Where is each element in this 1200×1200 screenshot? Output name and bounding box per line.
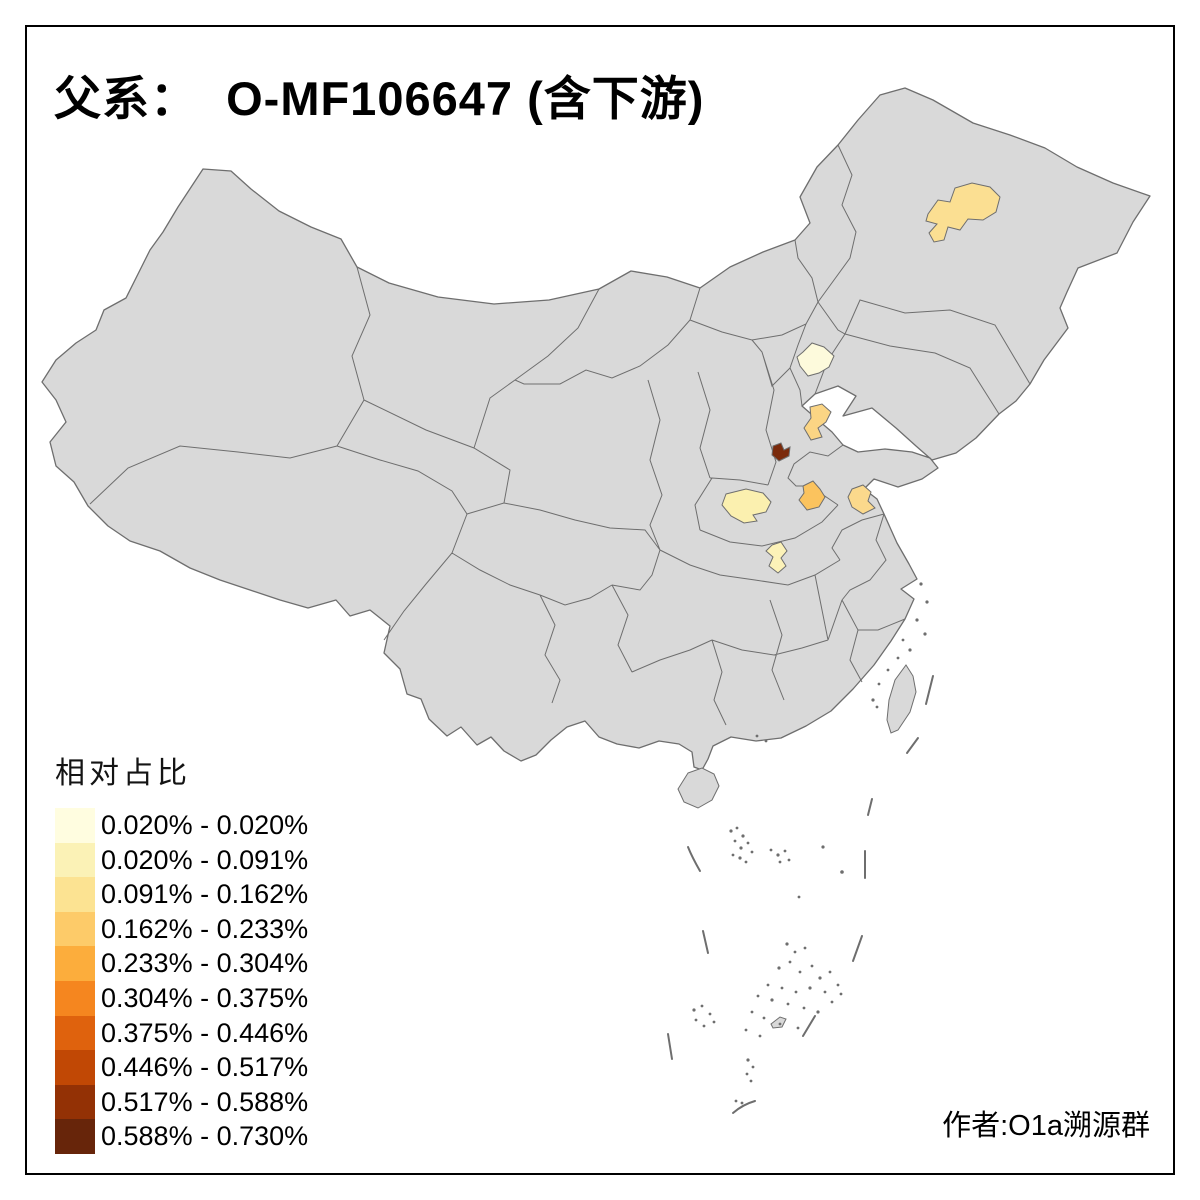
legend-row: 0.375% - 0.446% [55, 1015, 309, 1051]
legend-swatch [55, 1050, 95, 1085]
legend-swatch [55, 1015, 95, 1051]
legend-row: 0.020% - 0.020% [55, 808, 308, 843]
legend-swatch [55, 808, 95, 843]
legend-row: 0.588% - 0.730% [55, 1119, 308, 1154]
region-hebei-south-dark [771, 442, 791, 462]
legend-row: 0.162% - 0.233% [55, 911, 309, 947]
legend-label: 0.588% - 0.730% [101, 1121, 309, 1152]
legend-row: 0.517% - 0.588% [55, 1084, 309, 1120]
legend-label: 0.517% - 0.588% [101, 1086, 309, 1117]
legend-row: 0.233% - 0.304% [55, 946, 308, 981]
legend-swatch [55, 877, 95, 912]
page-title: 父系： O-MF106647 (含下游) [54, 72, 705, 125]
south-china-sea-islet [770, 1016, 787, 1029]
legend-label: 0.446% - 0.517% [101, 1052, 309, 1083]
legend-swatch [55, 911, 95, 947]
legend-title: 相对占比 [55, 757, 191, 790]
region-henan-west [721, 488, 772, 524]
author-caption: 作者:O1a溯源群 [942, 1110, 1150, 1142]
region-shandong-southwest [798, 480, 826, 511]
legend: 相对占比 0.020% - 0.020% 0.020% - 0.091% 0.091… [55, 748, 308, 1154]
legend-swatch [55, 946, 95, 981]
legend-label: 0.020% - 0.020% [101, 810, 309, 840]
region-hubei-north [765, 541, 788, 574]
legend-label: 0.233% - 0.304% [101, 948, 309, 979]
legend-row: 0.020% - 0.091% [55, 842, 309, 878]
legend-swatch [55, 980, 95, 1016]
legend-row: 0.304% - 0.375% [55, 980, 309, 1016]
legend-label: 0.375% - 0.446% [101, 1017, 309, 1048]
province-borders [89, 144, 1031, 726]
region-beijing [796, 342, 835, 377]
legend-row: 0.091% - 0.162% [55, 877, 308, 912]
region-heilongjiang-west [925, 182, 1001, 243]
region-shandong-northwest [803, 403, 832, 441]
figure-frame [25, 25, 1175, 1175]
legend-swatch [55, 1119, 95, 1154]
taiwan-island [886, 664, 917, 734]
legend-label: 0.020% - 0.091% [101, 844, 309, 875]
legend-swatch [55, 842, 95, 878]
legend-row: 0.446% - 0.517% [55, 1050, 308, 1085]
region-jiangsu-north [847, 484, 876, 515]
hainan-island [677, 767, 720, 809]
legend-label: 0.091% - 0.162% [101, 879, 309, 910]
small-islands-dots [692, 582, 929, 1105]
legend-label: 0.162% - 0.233% [101, 913, 309, 944]
legend-label: 0.304% - 0.375% [101, 982, 309, 1013]
legend-swatch [55, 1084, 95, 1120]
china-mainland [41, 87, 1151, 771]
legend-rows: 0.020% - 0.020% 0.020% - 0.091% 0.091% - 0… [55, 808, 308, 1154]
nine-dash-line [667, 675, 934, 1114]
